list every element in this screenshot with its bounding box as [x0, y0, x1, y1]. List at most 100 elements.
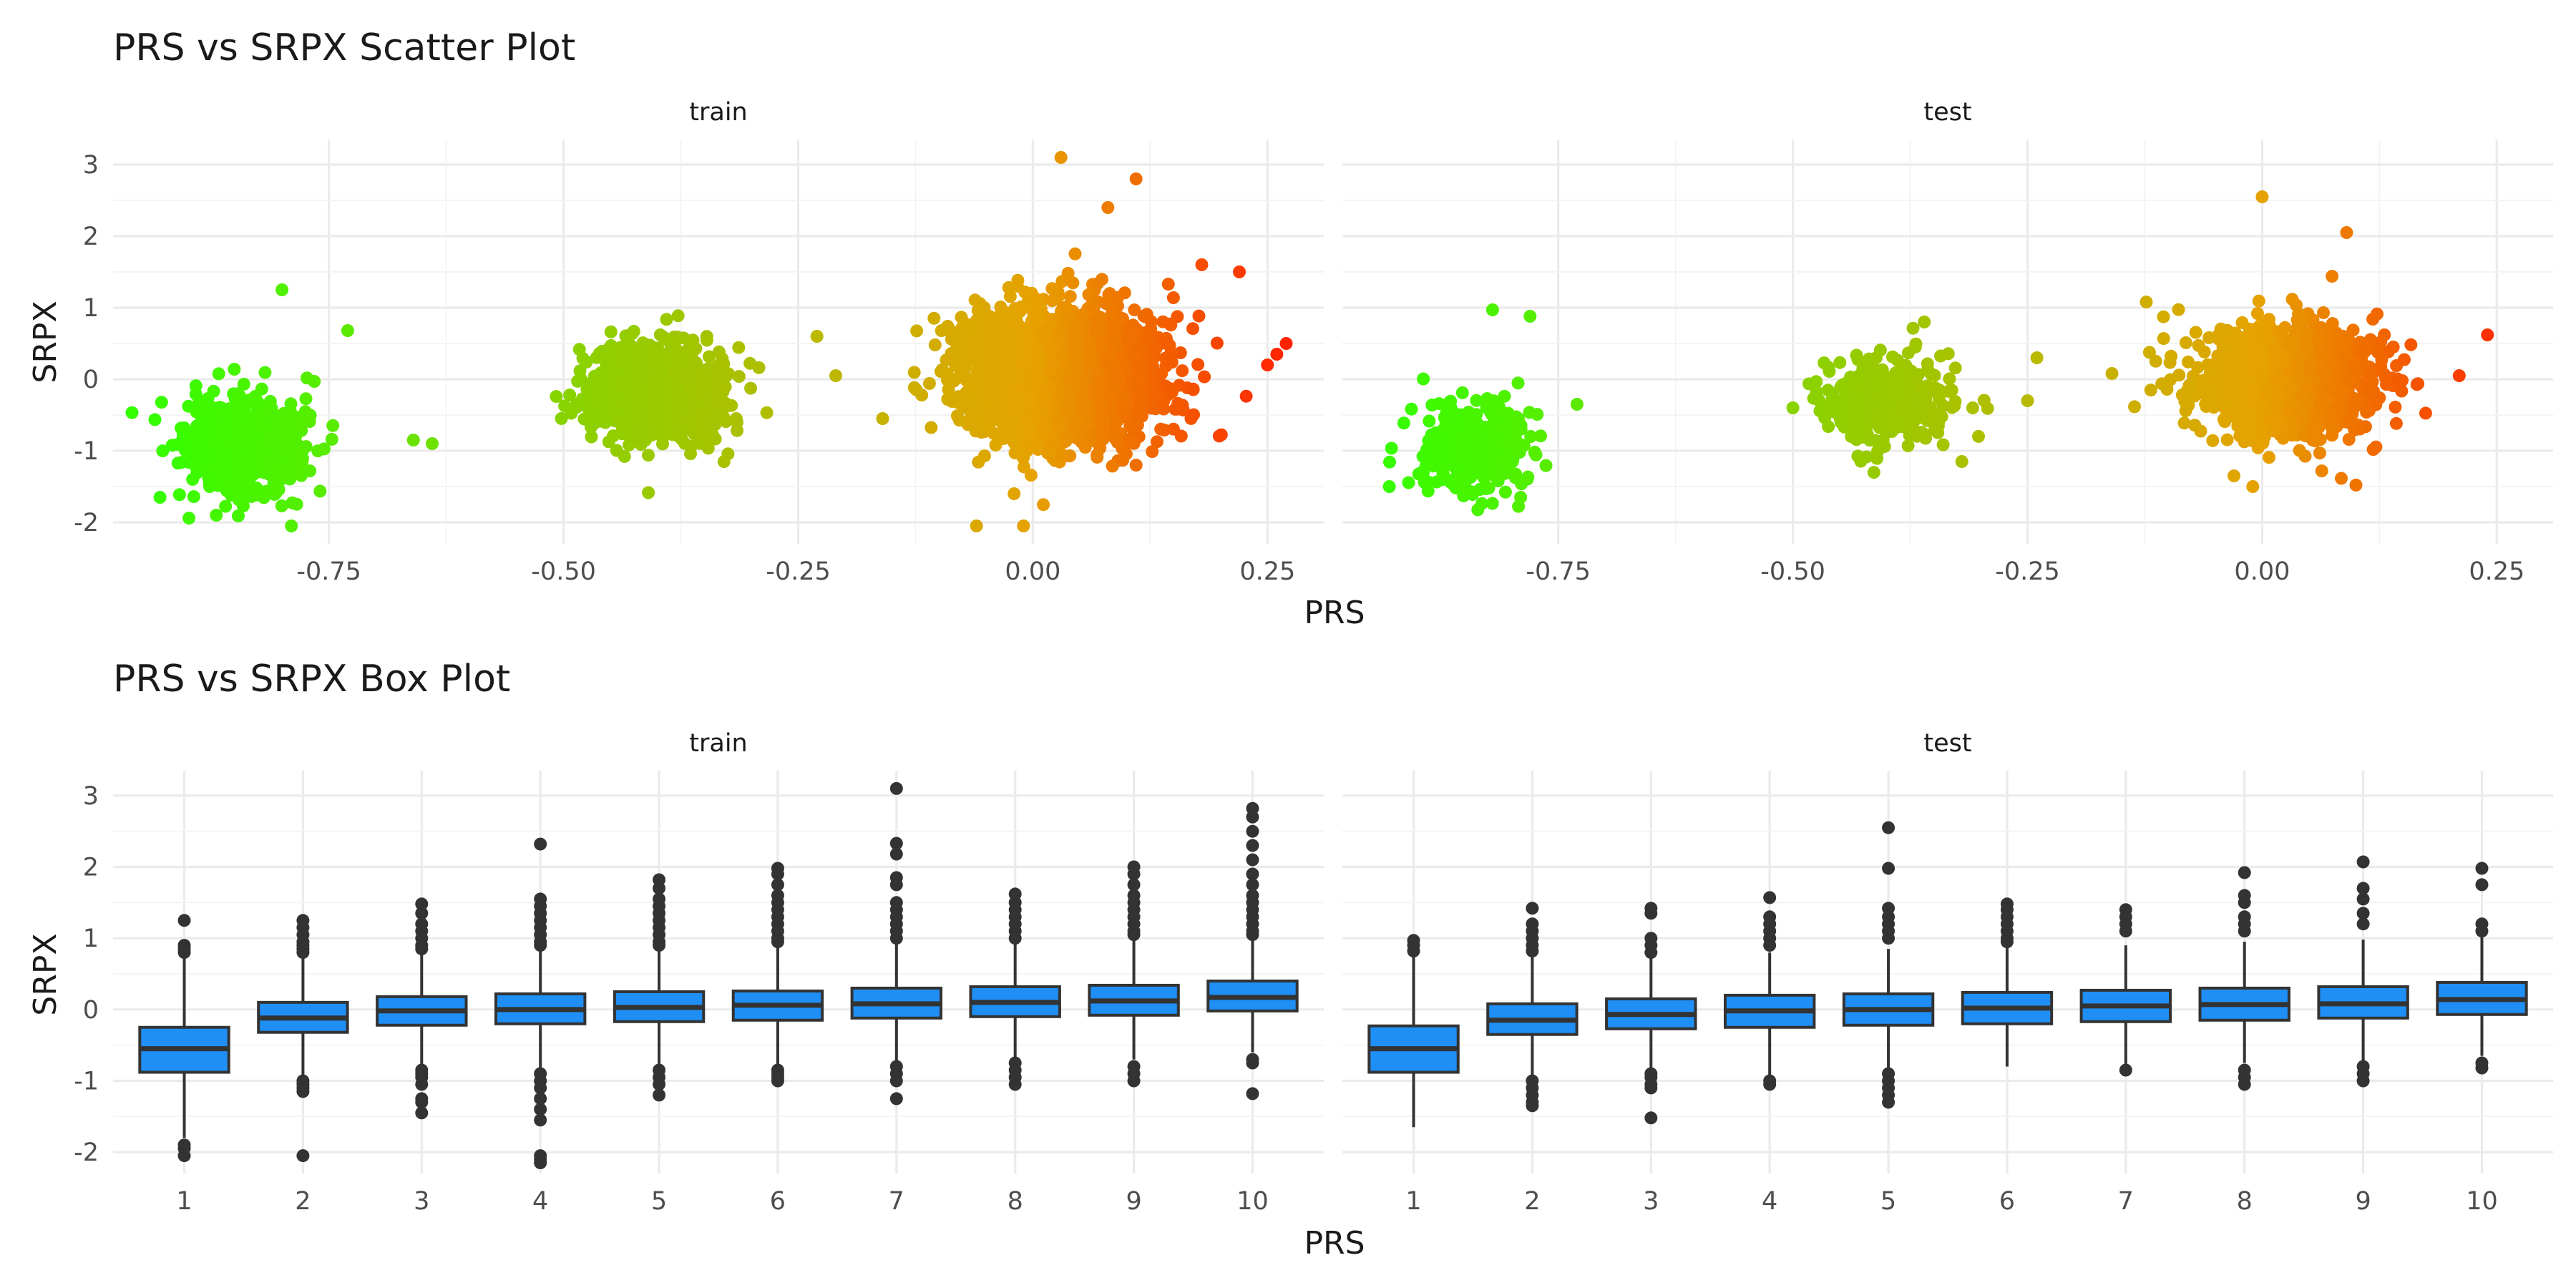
scatter-point	[684, 447, 697, 461]
scatter-point	[1048, 434, 1061, 448]
scatter-point	[972, 455, 985, 469]
scatter-point	[213, 447, 226, 461]
scatter-point	[1192, 309, 1206, 323]
scatter-points-test	[1382, 190, 2494, 517]
scatter-point	[1121, 333, 1134, 346]
scatter-point	[1024, 469, 1038, 482]
scatter-y-tick-label: -1	[74, 437, 99, 466]
scatter-point	[1462, 442, 1475, 456]
scatter-point	[1901, 439, 1915, 452]
scatter-point	[721, 447, 735, 461]
scatter-point	[1875, 363, 1889, 376]
scatter-point	[659, 333, 673, 346]
scatter-point	[1041, 447, 1055, 460]
scatter-point	[196, 448, 209, 462]
scatter-point	[646, 413, 660, 426]
scatter-point	[1397, 416, 1410, 430]
scatter-point	[966, 419, 980, 432]
scatter-point	[743, 356, 757, 370]
scatter-point	[587, 403, 600, 416]
scatter-x-tick-label: -0.25	[1995, 557, 2060, 586]
scatter-point	[1082, 288, 1096, 301]
scatter-point	[1149, 341, 1163, 355]
scatter-point	[1493, 429, 1506, 443]
scatter-point	[1163, 317, 1176, 331]
scatter-point	[1802, 377, 1815, 391]
scatter-point	[1405, 402, 1418, 416]
scatter-point	[1870, 452, 1884, 465]
scatter-point	[1158, 424, 1171, 436]
scatter-point	[1000, 371, 1014, 384]
scatter-point	[642, 449, 655, 462]
scatter-point	[1093, 385, 1106, 399]
scatter-point	[1071, 321, 1085, 334]
scatter-point	[1867, 466, 1880, 479]
scatter-point	[1421, 484, 1435, 498]
scatter-point	[1195, 258, 1209, 271]
scatter-point	[1007, 335, 1020, 348]
scatter-point	[922, 376, 936, 390]
scatter-point	[935, 324, 948, 338]
scatter-x-tick-label: 0.25	[1239, 557, 1295, 586]
scatter-point	[275, 499, 288, 512]
scatter-point	[1821, 384, 1835, 397]
scatter-point	[273, 457, 286, 471]
scatter-point	[1470, 408, 1483, 421]
scatter-point	[1934, 349, 1947, 363]
scatter-point	[296, 444, 309, 458]
scatter-point	[708, 418, 722, 431]
scatter-point	[571, 374, 585, 388]
scatter-point	[1426, 429, 1440, 443]
scatter-point	[1498, 389, 1511, 403]
scatter-point	[1528, 445, 1541, 459]
scatter-point	[1041, 321, 1055, 334]
scatter-point	[685, 356, 698, 370]
scatter-point	[1444, 394, 1458, 408]
scatter-point	[1270, 348, 1284, 361]
scatter-point	[639, 434, 652, 447]
scatter-point	[623, 438, 636, 452]
scatter-y-tick-label: 1	[83, 294, 99, 323]
scatter-point	[744, 381, 758, 395]
scatter-point	[1425, 399, 1439, 411]
scatter-point	[1068, 247, 1082, 260]
scatter-y-tick-label: -2	[74, 509, 99, 537]
scatter-point	[600, 350, 613, 364]
scatter-point	[606, 390, 620, 404]
scatter-point	[659, 428, 673, 441]
scatter-point	[1908, 340, 1922, 353]
scatter-point	[1921, 363, 1935, 376]
scatter-point	[1069, 346, 1083, 360]
scatter-point	[273, 472, 286, 485]
scatter-point	[628, 355, 642, 368]
scatter-point	[2157, 310, 2170, 323]
scatter-point	[303, 415, 316, 428]
scatter-point	[725, 399, 738, 412]
scatter-point	[1076, 308, 1090, 321]
scatter-point	[185, 448, 199, 462]
scatter-point	[259, 448, 273, 462]
scatter-point	[1162, 381, 1176, 395]
scatter-point	[615, 399, 629, 412]
scatter-point	[1853, 369, 1865, 383]
scatter-point	[426, 437, 439, 450]
scatter-strip-train: train	[689, 98, 747, 127]
scatter-point	[228, 363, 241, 376]
scatter-point	[1106, 306, 1119, 319]
scatter-point	[1465, 423, 1478, 436]
scatter-point	[1863, 352, 1875, 366]
scatter-point	[1005, 324, 1018, 338]
scatter-point	[1480, 421, 1494, 435]
scatter-point	[1037, 387, 1050, 401]
scatter-point	[250, 400, 264, 414]
scatter-point	[283, 404, 297, 418]
scatter-point	[1133, 404, 1147, 418]
scatter-point	[1853, 408, 1867, 421]
scatter-point	[1508, 471, 1522, 484]
scatter-point	[232, 509, 245, 522]
scatter-point	[1966, 401, 1979, 414]
scatter-point	[298, 405, 312, 419]
scatter-point	[1063, 396, 1077, 409]
scatter-point	[1000, 306, 1013, 319]
scatter-point	[1053, 329, 1067, 343]
